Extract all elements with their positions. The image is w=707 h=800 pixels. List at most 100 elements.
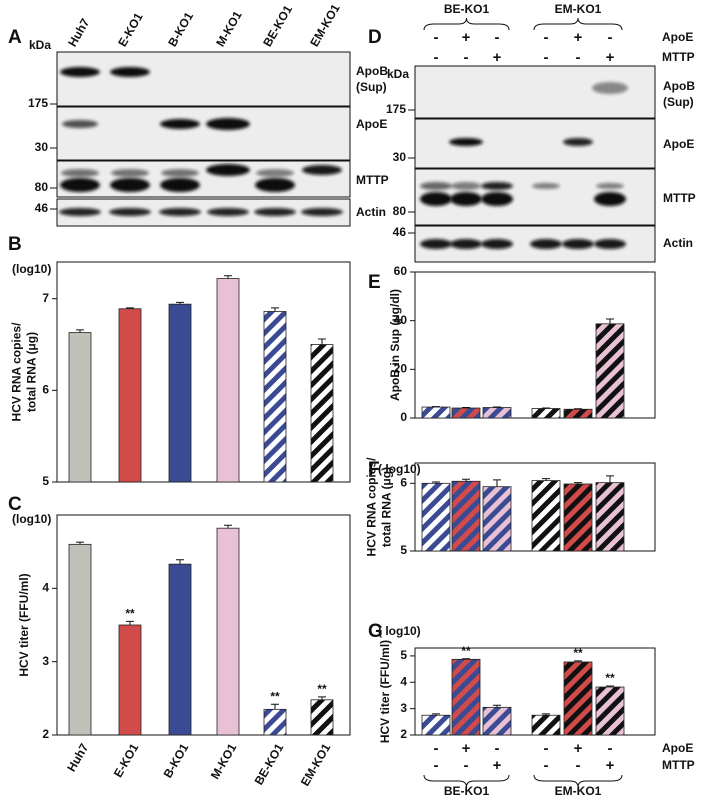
treatment-sign: - xyxy=(464,49,469,66)
x-tick-label: B-KO1 xyxy=(161,741,192,781)
significance-label: ** xyxy=(317,682,327,696)
bar xyxy=(310,344,334,483)
error-bar xyxy=(318,338,326,345)
blot-band xyxy=(451,182,481,190)
lane-label: M-KO1 xyxy=(213,8,245,49)
treatment-sign: + xyxy=(493,49,502,66)
plot-frame xyxy=(56,514,351,736)
treatment-sign: - xyxy=(464,757,469,774)
treatment-sign: - xyxy=(434,740,439,757)
treatment-sign: - xyxy=(495,29,500,46)
axis-unit: (log10) xyxy=(12,262,51,276)
significance-label: ** xyxy=(125,607,135,621)
treatment-label: ApoE xyxy=(662,30,693,44)
mw-marker: 30 xyxy=(393,150,407,164)
group-label: EM-KO1 xyxy=(555,784,602,798)
treatment-sign: - xyxy=(544,49,549,66)
treatment-sign: - xyxy=(495,740,500,757)
treatment-sign: + xyxy=(574,740,583,757)
kda-label: kDa xyxy=(387,67,409,81)
y-tick-label: 5 xyxy=(400,543,407,557)
y-axis-label: ApoB in Sup (μg/dl) xyxy=(388,289,402,401)
axis-unit: (log10) xyxy=(12,512,51,526)
error-bar xyxy=(318,696,326,700)
panel-letter: F xyxy=(368,459,380,480)
brace xyxy=(533,17,623,31)
treatment-sign: - xyxy=(608,740,613,757)
error-bar xyxy=(176,559,184,565)
blot-band xyxy=(563,138,593,146)
mw-marker: 46 xyxy=(35,201,49,215)
error-bar xyxy=(126,307,134,309)
blot-band xyxy=(481,192,513,206)
group-label: BE-KO1 xyxy=(444,784,490,798)
band-label: Actin xyxy=(356,205,386,219)
treatment-sign: - xyxy=(544,740,549,757)
panel-letter: A xyxy=(8,27,22,48)
band-label: MTTP xyxy=(663,191,696,205)
band-label: ApoB xyxy=(663,79,695,93)
axis-unit: ( log10) xyxy=(378,462,421,476)
treatment-sign: - xyxy=(576,757,581,774)
error-bar xyxy=(493,704,501,708)
y-tick-label: 40 xyxy=(394,313,408,327)
panel-letter: D xyxy=(368,27,382,48)
bar xyxy=(563,408,593,419)
brace xyxy=(533,774,623,788)
error-bar xyxy=(462,478,470,482)
error-bar xyxy=(76,329,84,333)
kda-label: kDa xyxy=(29,38,51,52)
mw-marker: 175 xyxy=(28,96,48,110)
band-label: Actin xyxy=(663,236,693,250)
blot-band xyxy=(481,182,513,190)
blot-band xyxy=(302,165,342,175)
error-bar xyxy=(126,620,134,625)
y-tick-label: 3 xyxy=(42,654,49,668)
panel-letter: G xyxy=(368,621,383,642)
bar xyxy=(563,483,593,552)
y-tick-label: 0 xyxy=(400,410,407,424)
bar xyxy=(531,714,561,736)
error-bar xyxy=(606,318,614,324)
blot-band xyxy=(206,164,250,176)
treatment-sign: - xyxy=(434,49,439,66)
y-tick-label: 6 xyxy=(400,475,407,489)
bar xyxy=(451,658,481,736)
band-label: ApoE xyxy=(663,137,694,151)
brace xyxy=(423,774,510,788)
y-axis-label: HCV titer (FFU/ml) xyxy=(378,640,392,743)
y-axis-label: total RNA (μg) xyxy=(25,332,39,412)
bar xyxy=(451,480,481,552)
bar xyxy=(482,407,512,419)
blot-band xyxy=(110,178,150,192)
y-tick-label: 3 xyxy=(400,701,407,715)
y-axis-label: HCV titer (FFU/ml) xyxy=(17,573,31,676)
mw-marker: 30 xyxy=(35,140,49,154)
error-bar xyxy=(224,524,232,529)
x-tick-label: Huh7 xyxy=(64,741,91,774)
blot-band xyxy=(449,138,483,146)
blot-band xyxy=(60,178,100,192)
error-bar xyxy=(176,301,184,305)
blot-band xyxy=(255,178,295,192)
lane-label: Huh7 xyxy=(65,16,92,49)
y-tick-label: 5 xyxy=(400,648,407,662)
bar xyxy=(263,311,287,483)
bar xyxy=(118,308,142,483)
mw-marker: 175 xyxy=(386,102,406,116)
treatment-sign: - xyxy=(544,757,549,774)
band-label: ApoB xyxy=(356,64,388,78)
error-bar xyxy=(224,275,232,279)
blot-band xyxy=(532,183,560,189)
significance-label: ** xyxy=(605,671,615,685)
blot-band xyxy=(62,120,98,128)
band-label: (Sup) xyxy=(356,80,387,94)
error-bar xyxy=(606,475,614,483)
lane-label: E-KO1 xyxy=(115,10,146,49)
panel-letter: C xyxy=(8,494,22,515)
bar xyxy=(595,686,625,736)
blot-panel xyxy=(56,160,351,198)
significance-label: ** xyxy=(573,646,583,660)
y-tick-label: 4 xyxy=(400,674,407,688)
